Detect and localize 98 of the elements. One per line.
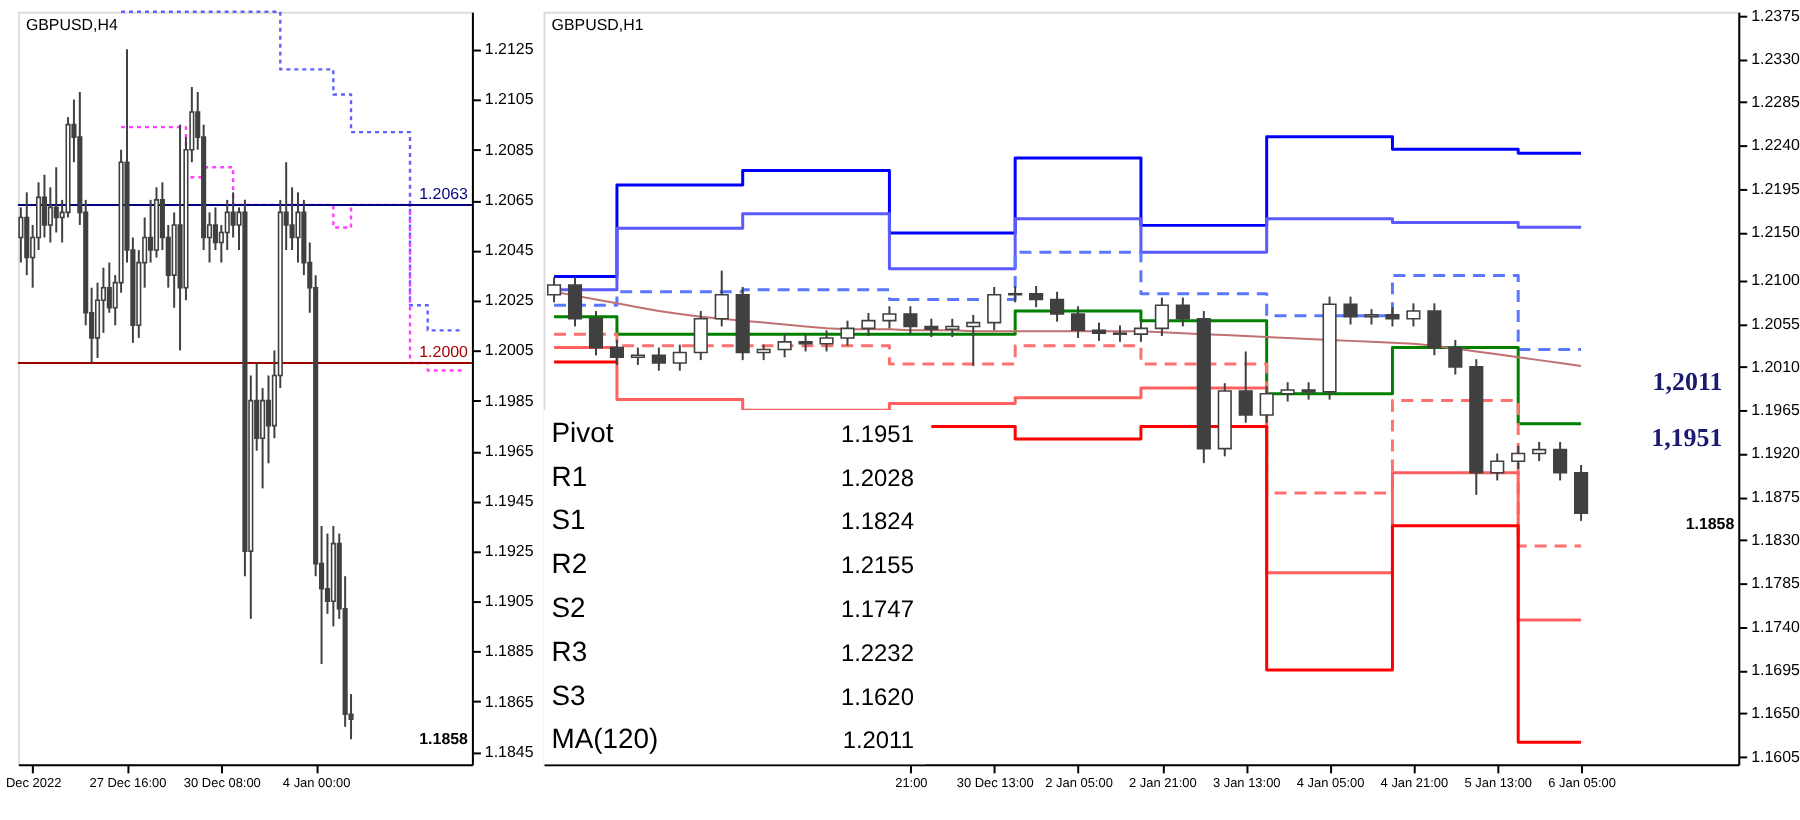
category-label: S3 [551,678,587,711]
y-tick-label: 1.1985 [484,391,535,410]
y-tick-label: 1.2330 [1751,49,1800,68]
candlestick [777,333,792,359]
y-tick-label: 1.2045 [484,241,535,260]
candlestick [1050,290,1065,323]
y-tick-label: 1.1875 [1751,487,1800,506]
candlestick [1133,319,1149,343]
y-tick-label: 1.2375 [1751,6,1800,25]
ref-line-label: 1.2000 [419,342,470,361]
candlestick [1427,302,1442,357]
y-tick-label: 1.1885 [484,642,535,661]
candlestick [987,285,1002,332]
candlestick [1280,381,1295,403]
candlestick [840,319,855,347]
text: 1.2028 [840,463,914,492]
candlestick [861,311,876,338]
y-tick-label: 1.1845 [484,742,535,761]
text: 1.2232 [840,638,914,667]
candlestick [693,310,708,362]
candlestick [546,276,562,304]
candlestick [609,338,625,366]
candlestick [1091,321,1107,342]
y-tick-label: 1.1695 [1751,661,1800,680]
category-label: R2 [551,547,588,580]
y-tick-label: 1.2105 [484,90,535,109]
candlestick [588,310,604,357]
y-tick-label: 1.1905 [484,592,535,611]
y-tick-label: 1.1965 [484,441,535,460]
candlestick [924,317,939,339]
y-tick-label: 1.1920 [1751,444,1800,463]
y-tick-label: 1.2150 [1751,223,1800,242]
candlestick [567,276,583,328]
y-tick-label: 1.2005 [484,341,535,360]
y-tick-label: 1.1740 [1751,617,1800,636]
candlestick [1029,285,1044,309]
annotation: 1.1858 [419,730,470,749]
annotation: 1.1858 [1685,515,1736,534]
candlestick [1573,464,1589,522]
candlestick [1259,385,1274,424]
candlestick [819,329,834,353]
candlestick [18,206,24,264]
candlestick [714,269,729,328]
candlestick [1511,444,1526,470]
candlestick [1553,440,1568,482]
annotation: 1,2011 [1652,366,1723,397]
y-tick-label: 1.1965 [1751,401,1800,420]
y-tick-label: 1.1830 [1751,531,1800,550]
category-label: S2 [551,591,587,624]
candlestick [1385,306,1400,328]
chart-title: GBPUSD,H4 [25,15,119,34]
y-tick-label: 1.1650 [1751,704,1800,723]
category-label: Pivot [551,415,614,448]
text: 1.1747 [840,595,914,624]
chart-title: GBPUSD,H1 [551,15,645,34]
y-tick-label: 1.1925 [484,542,535,561]
candlestick [1175,296,1190,328]
y-tick-label: 1.2125 [484,40,535,59]
y-tick-label: 1.1945 [484,491,535,510]
category-label: R1 [551,459,588,492]
category-label: R3 [551,634,588,667]
text: 1.1824 [840,507,914,536]
ref-line-label: 1.2063 [419,184,470,203]
candlestick [945,317,960,339]
candlestick [966,313,981,367]
candlestick [1238,350,1253,424]
y-tick-label: 1.2065 [484,190,535,209]
y-tick-label: 1.1605 [1751,747,1800,766]
candlestick [882,305,897,330]
y-tick-label: 1.1785 [1751,574,1800,593]
candlestick [1532,440,1547,463]
candlestick [230,191,236,239]
y-tick-label: 1.1865 [484,692,535,711]
candlestick [1406,302,1421,328]
annotation: 1,1951 [1651,421,1723,452]
y-tick-label: 1.2010 [1751,357,1800,376]
candlestick [1490,452,1505,482]
category-label: S1 [551,503,587,536]
text: 1.1951 [840,419,914,448]
candlestick [1448,338,1463,376]
candlestick [1154,296,1169,338]
y-tick-label: 1.2100 [1751,271,1800,290]
y-tick-label: 1.2285 [1751,93,1800,112]
y-tick-label: 1.2025 [484,291,535,310]
y-tick-label: 1.2055 [1751,314,1800,333]
candlestick [672,343,687,372]
text: 1.2155 [840,551,914,580]
candlestick [1343,295,1358,326]
candlestick [1070,305,1086,339]
y-tick-label: 1.2085 [484,140,535,159]
candlestick [903,305,918,336]
text: 1.2011 [842,726,914,755]
category-label: MA(120) [551,722,659,755]
y-tick-label: 1.2195 [1751,179,1800,198]
y-tick-label: 1.2240 [1751,136,1800,155]
text: 1.1620 [840,682,914,711]
candlestick [651,346,666,372]
candlestick [295,191,301,264]
